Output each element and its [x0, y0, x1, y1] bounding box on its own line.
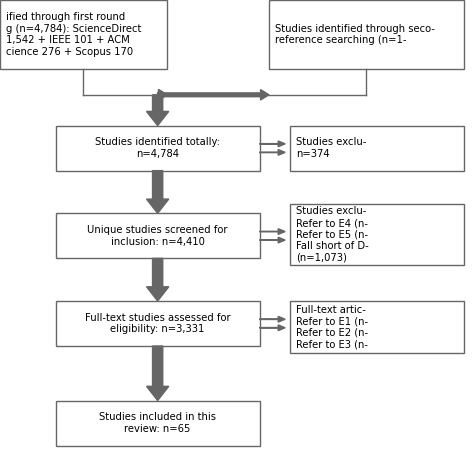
FancyBboxPatch shape — [269, 0, 464, 69]
FancyArrow shape — [158, 90, 167, 100]
FancyArrow shape — [146, 171, 169, 213]
Text: Full-text studies assessed for
eligibility: n=3,331: Full-text studies assessed for eligibili… — [85, 313, 230, 334]
Text: Studies exclu-
Refer to E4 (n-
Refer to E5 (n-
Fall short of D-
(n=1,073): Studies exclu- Refer to E4 (n- Refer to … — [296, 207, 369, 263]
FancyArrow shape — [158, 90, 167, 100]
FancyBboxPatch shape — [290, 204, 464, 265]
Text: Studies included in this
review: n=65: Studies included in this review: n=65 — [99, 412, 216, 434]
FancyBboxPatch shape — [290, 126, 464, 171]
Text: Studies exclu-
n=374: Studies exclu- n=374 — [296, 137, 366, 159]
FancyBboxPatch shape — [0, 0, 167, 69]
Text: ified through first round
g (n=4,784): ScienceDirect
1,542 + IEEE 101 + ACM
cien: ified through first round g (n=4,784): S… — [6, 12, 141, 57]
FancyArrow shape — [146, 95, 169, 126]
Text: Unique studies screened for
inclusion: n=4,410: Unique studies screened for inclusion: n… — [87, 225, 228, 246]
FancyArrow shape — [260, 325, 285, 331]
FancyArrow shape — [260, 317, 285, 322]
Text: Studies identified through seco-
reference searching (n=1-: Studies identified through seco- referen… — [275, 24, 435, 45]
FancyArrow shape — [260, 237, 285, 243]
FancyBboxPatch shape — [55, 401, 260, 446]
FancyArrow shape — [260, 150, 285, 155]
FancyArrow shape — [260, 228, 285, 234]
FancyArrow shape — [146, 258, 169, 301]
FancyBboxPatch shape — [55, 213, 260, 258]
Text: Full-text artic-
Refer to E1 (n-
Refer to E2 (n-
Refer to E3 (n-: Full-text artic- Refer to E1 (n- Refer t… — [296, 305, 368, 349]
FancyArrow shape — [146, 346, 169, 401]
FancyBboxPatch shape — [290, 301, 464, 353]
FancyArrow shape — [260, 141, 285, 147]
FancyArrow shape — [158, 90, 269, 100]
FancyBboxPatch shape — [55, 126, 260, 171]
FancyBboxPatch shape — [55, 301, 260, 346]
Text: Studies identified totally:
n=4,784: Studies identified totally: n=4,784 — [95, 137, 220, 159]
